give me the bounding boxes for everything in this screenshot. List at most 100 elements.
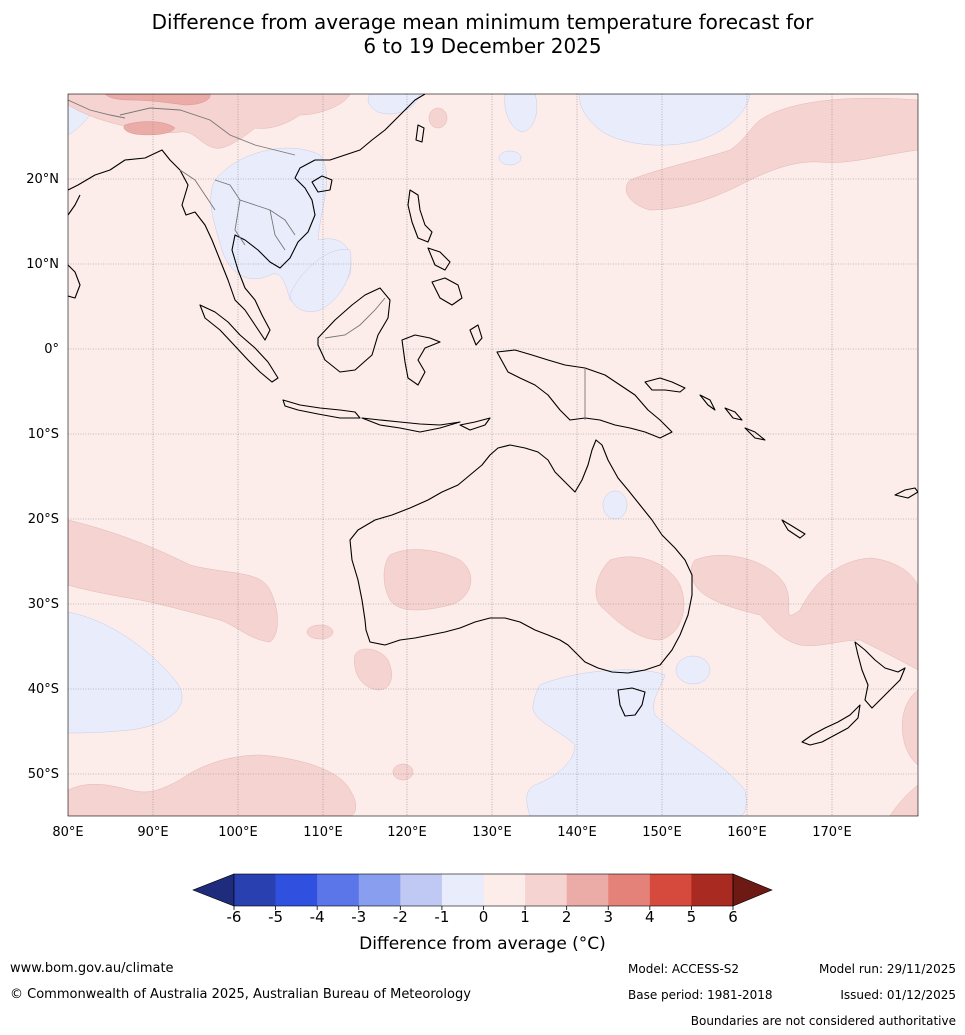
warm-region-small-indian bbox=[306, 624, 334, 640]
coast-borneo bbox=[317, 287, 391, 373]
colorbar-tick-label: 6 bbox=[728, 908, 738, 926]
warm-region-tibet bbox=[104, 94, 211, 106]
title-line-2: 6 to 19 December 2025 bbox=[363, 34, 602, 58]
cool-region-east-of-victoria bbox=[675, 655, 711, 685]
coast-new-zealand-south bbox=[801, 704, 861, 746]
footer-model-run: Model run: 29/11/2025 bbox=[818, 962, 956, 976]
coast-philippines-luzon bbox=[407, 189, 433, 243]
colorbar-extend-low bbox=[192, 873, 235, 907]
colorbar-bin bbox=[358, 874, 401, 906]
colorbar-bin bbox=[691, 874, 734, 906]
coast-sri-lanka-west-edge bbox=[68, 264, 81, 299]
colorbar-tick-label: 5 bbox=[687, 908, 697, 926]
colorbar-tick-label: 4 bbox=[645, 908, 655, 926]
colorbar-tick-label: 1 bbox=[520, 908, 530, 926]
colorbar-extend-high bbox=[732, 873, 773, 907]
lat-label-20n: 20°N bbox=[26, 172, 59, 187]
colorbar-bin bbox=[400, 874, 443, 906]
boundary-china-south bbox=[119, 107, 296, 156]
coast-asia-mainland bbox=[68, 94, 426, 341]
cool-region-east-china-sea bbox=[367, 94, 421, 115]
colorbar: -6 -5 -4 -3 -2 -1 0 1 2 3 4 5 6 bbox=[192, 873, 773, 926]
colorbar-bin bbox=[525, 874, 567, 906]
colorbar-bin bbox=[483, 874, 526, 906]
colorbar-tick-label: -4 bbox=[310, 908, 325, 926]
lon-label-130: 130°E bbox=[472, 825, 512, 840]
lon-label-90: 90°E bbox=[137, 825, 168, 840]
boundary-himalaya bbox=[68, 99, 126, 119]
coast-halmahera bbox=[469, 324, 483, 346]
colorbar-tick-label: 3 bbox=[603, 908, 613, 926]
coast-philippines-visayas bbox=[427, 247, 451, 271]
lat-label-40s: 40°S bbox=[28, 682, 59, 697]
footer-model: Model: ACCESS-S2 bbox=[628, 962, 740, 976]
coast-solomon-islands bbox=[699, 394, 766, 441]
warm-region-himalaya bbox=[68, 94, 351, 149]
coastlines bbox=[68, 94, 918, 746]
colorbar-tick-label: -1 bbox=[434, 908, 449, 926]
colorbar-bin bbox=[234, 874, 276, 906]
lon-label-170: 170°E bbox=[812, 825, 852, 840]
warm-region-indian-ocean-subtropical bbox=[68, 519, 278, 643]
warm-region-new-zealand-east bbox=[902, 689, 918, 766]
cool-region-wa-inland bbox=[602, 490, 628, 520]
lat-label-30s: 30°S bbox=[28, 597, 59, 612]
lat-label-10n: 10°N bbox=[26, 257, 59, 272]
warm-anomaly-regions bbox=[68, 94, 918, 816]
map-area bbox=[68, 94, 918, 816]
boundary-myanmar bbox=[179, 169, 216, 211]
cool-anomaly-regions bbox=[68, 94, 751, 816]
lon-label-110: 110°E bbox=[303, 825, 343, 840]
footer-copyright: © Commonwealth of Australia 2025, Austra… bbox=[10, 987, 471, 1002]
cool-region-pacific-north bbox=[579, 94, 751, 146]
coast-timor bbox=[459, 417, 491, 431]
warm-region-small-south bbox=[392, 763, 414, 781]
warm-region-tibet-south bbox=[123, 121, 176, 136]
lon-label-160: 160°E bbox=[727, 825, 767, 840]
footer-website: www.bom.gov.au/climate bbox=[10, 961, 174, 976]
coast-new-caledonia bbox=[781, 519, 806, 539]
coast-india-east bbox=[68, 194, 81, 216]
latitude-labels: 20°N 10°N 0° 10°S 20°S 30°S 40°S 50°S bbox=[26, 172, 59, 782]
lon-label-120: 120°E bbox=[387, 825, 427, 840]
coast-sulawesi bbox=[401, 334, 441, 386]
warm-region-southern-ocean-east bbox=[889, 784, 918, 816]
colorbar-bin bbox=[441, 874, 484, 906]
lat-label-0: 0° bbox=[44, 342, 59, 357]
colorbar-tick-label: 0 bbox=[479, 908, 489, 926]
footer-base-period: Base period: 1981-2018 bbox=[628, 988, 773, 1002]
country-boundaries bbox=[68, 99, 586, 420]
title-line-1: Difference from average mean minimum tem… bbox=[151, 10, 814, 34]
coast-lesser-sunda bbox=[361, 417, 461, 433]
cool-region-small-a bbox=[498, 150, 522, 166]
colorbar-bin bbox=[649, 874, 692, 906]
coast-new-britain bbox=[644, 377, 686, 393]
chart-title: Difference from average mean minimum tem… bbox=[0, 10, 965, 58]
colorbar-bin bbox=[275, 874, 318, 906]
colorbar-bin bbox=[317, 874, 360, 906]
coast-new-guinea bbox=[496, 349, 673, 439]
cool-region-indian-ocean-west bbox=[68, 611, 183, 734]
coast-java bbox=[282, 399, 361, 419]
longitude-labels: 80°E 90°E 100°E 110°E 120°E 130°E 140°E … bbox=[52, 825, 851, 840]
lon-label-150: 150°E bbox=[642, 825, 682, 840]
footer-disclaimer: Boundaries are not considered authoritat… bbox=[690, 1014, 956, 1028]
colorbar-tick-label: -6 bbox=[227, 908, 242, 926]
cool-region-south-china-sea bbox=[289, 249, 352, 312]
coast-sumatra bbox=[199, 304, 279, 383]
coast-taiwan bbox=[415, 124, 425, 143]
cool-region-pacific-islet bbox=[504, 94, 538, 133]
colorbar-bin bbox=[608, 874, 651, 906]
lat-label-20s: 20°S bbox=[28, 512, 59, 527]
colorbar-tick-label: -2 bbox=[393, 908, 408, 926]
coast-hainan bbox=[311, 175, 333, 193]
coast-new-zealand-north bbox=[854, 641, 906, 709]
graticule bbox=[68, 94, 918, 816]
warm-region-southern-ocean-west bbox=[68, 754, 356, 816]
lat-label-50s: 50°S bbox=[28, 767, 59, 782]
colorbar-bin bbox=[566, 874, 609, 906]
coast-australia bbox=[349, 439, 693, 674]
colorbar-tick-label: -3 bbox=[351, 908, 366, 926]
lon-label-140: 140°E bbox=[557, 825, 597, 840]
lon-label-80: 80°E bbox=[52, 825, 83, 840]
